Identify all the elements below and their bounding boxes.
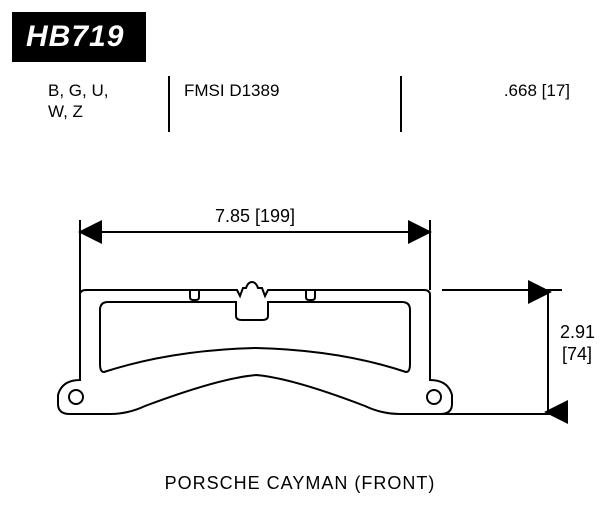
height-label-2: [74] bbox=[562, 344, 592, 364]
spec-row: B, G, U, W, Z FMSI D1389 .668 [17] bbox=[34, 76, 570, 132]
pad-friction-outline bbox=[100, 302, 410, 372]
ear-hole-right bbox=[427, 390, 441, 404]
pad-diagram: 7.85 [199] 2.91 [74] bbox=[0, 160, 600, 460]
height-label-1: 2.91 bbox=[560, 322, 595, 342]
caption: PORSCHE CAYMAN (FRONT) bbox=[0, 473, 600, 494]
thickness-text: .668 [17] bbox=[504, 81, 570, 100]
fmsi-cell: FMSI D1389 bbox=[170, 76, 400, 132]
compounds-cell: B, G, U, W, Z bbox=[34, 76, 168, 132]
top-detent-right bbox=[306, 290, 315, 300]
thickness-cell: .668 [17] bbox=[402, 76, 570, 132]
fmsi-text: FMSI D1389 bbox=[184, 81, 279, 100]
compounds-line1: B, G, U, bbox=[48, 80, 156, 101]
top-detent-left bbox=[190, 290, 199, 300]
width-label: 7.85 [199] bbox=[215, 206, 295, 226]
part-number-badge: HB719 bbox=[12, 12, 146, 62]
ear-hole-left bbox=[69, 390, 83, 404]
compounds-line2: W, Z bbox=[48, 101, 156, 122]
